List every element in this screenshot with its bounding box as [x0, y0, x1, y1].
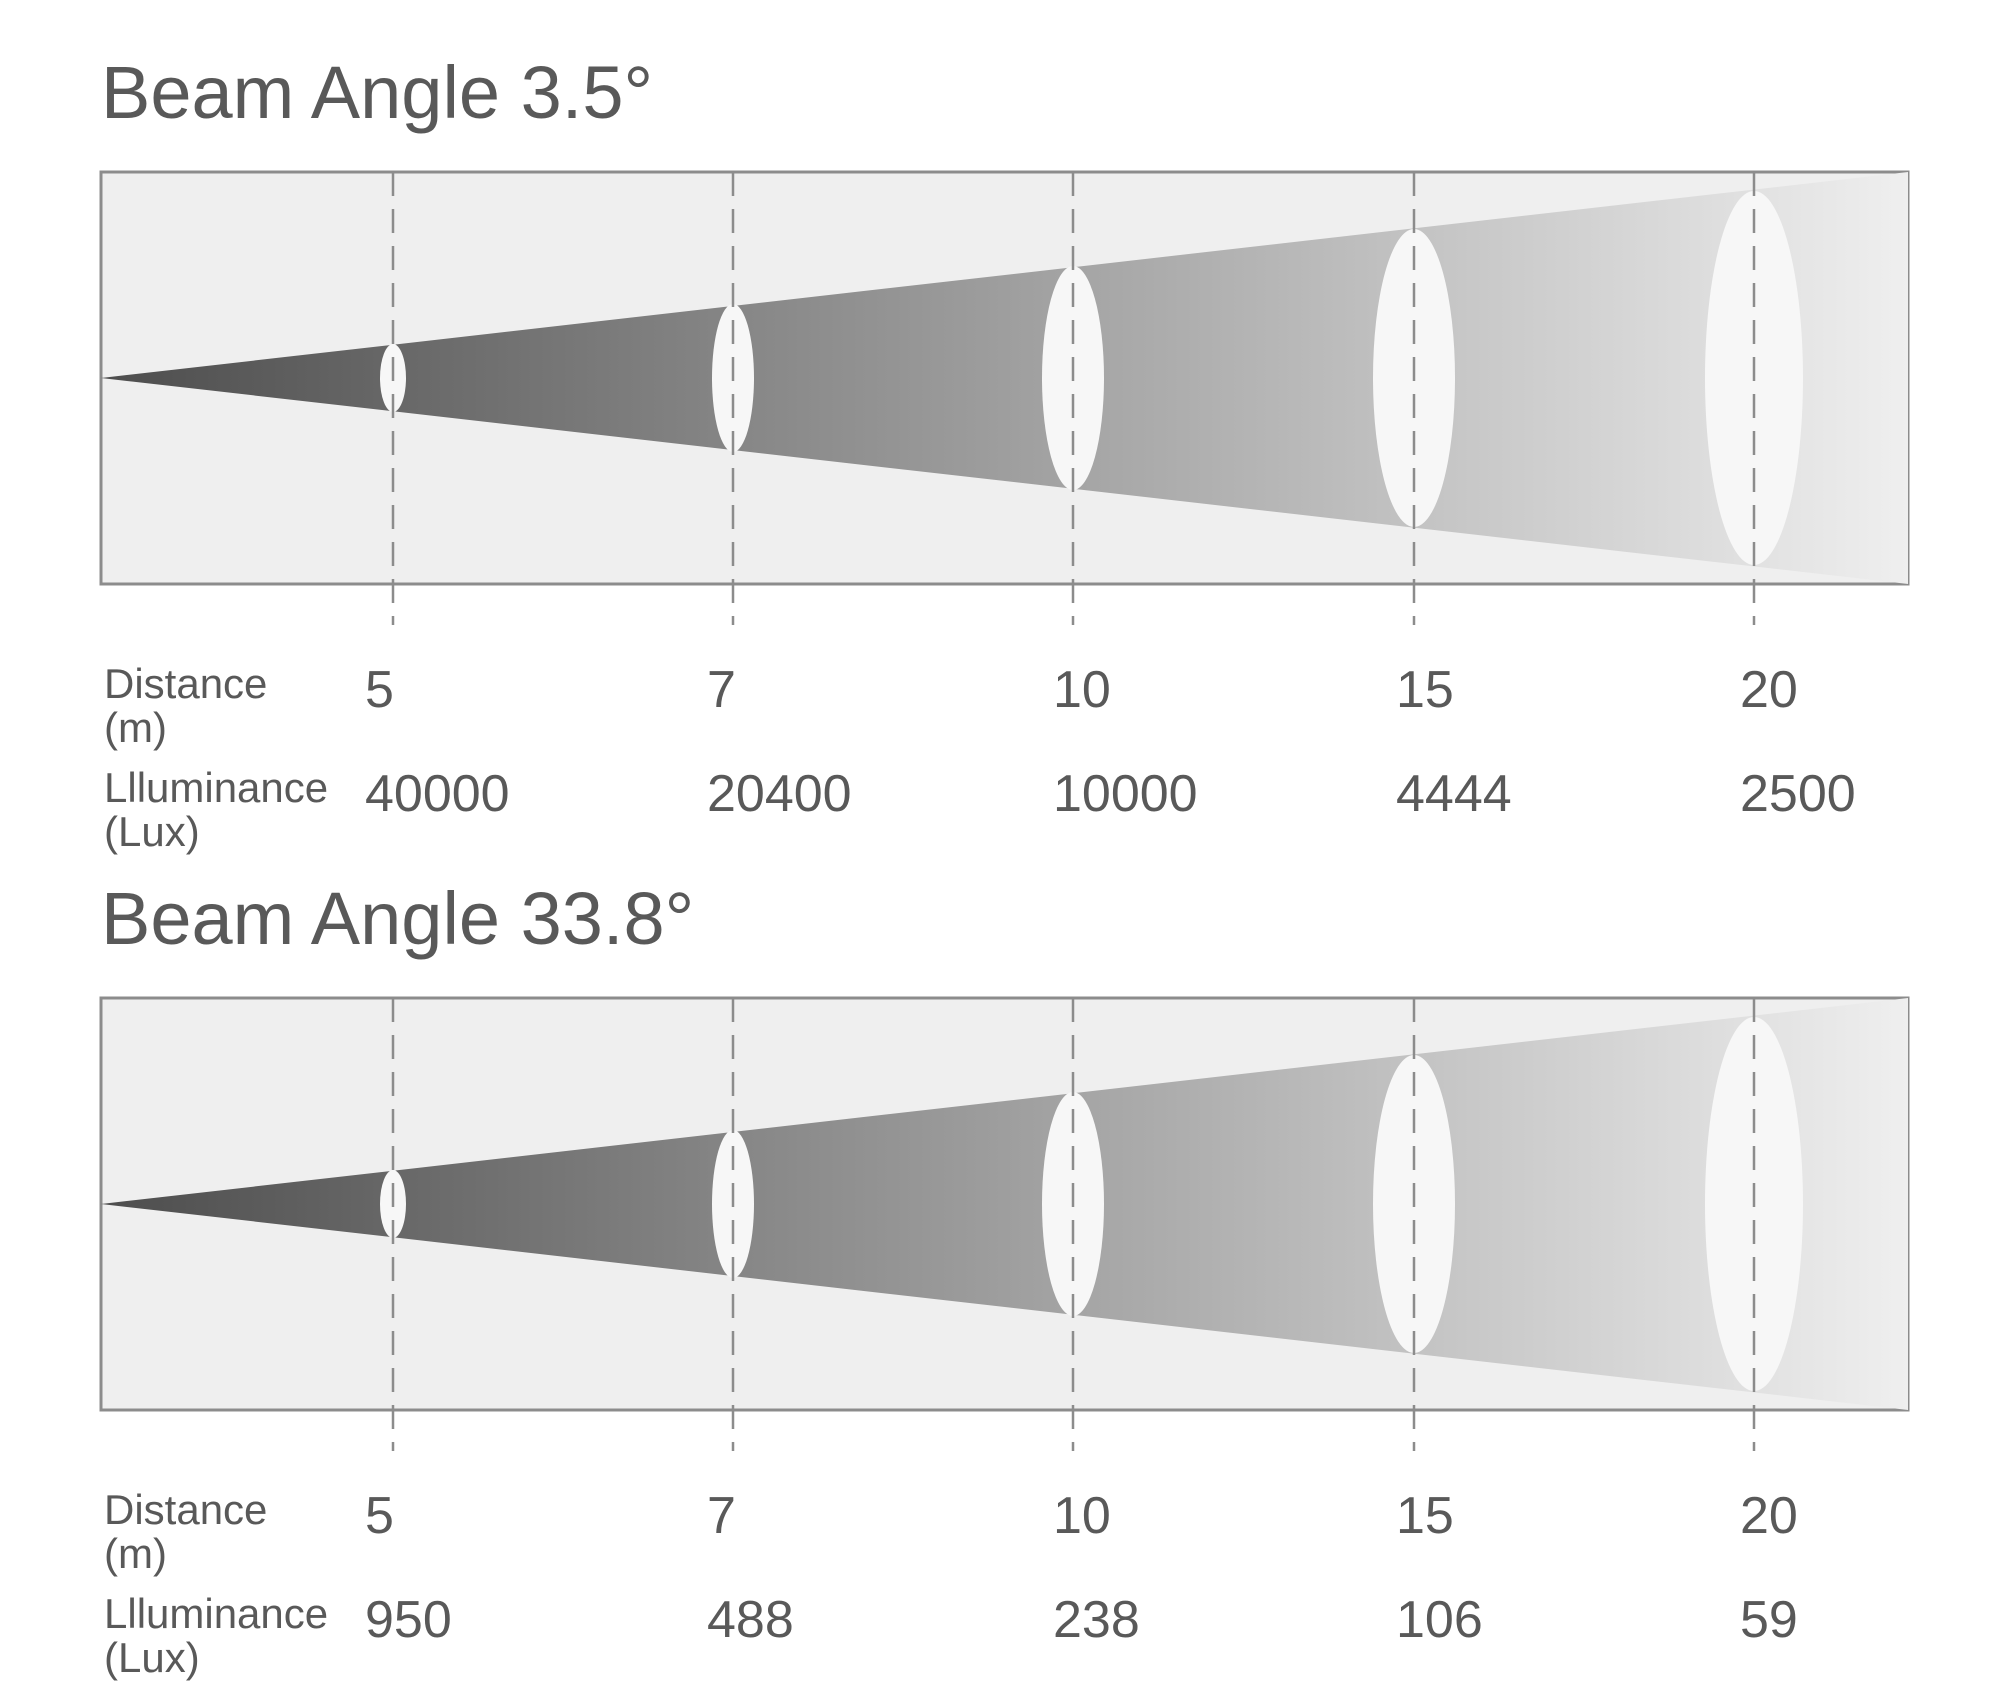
section-title: Beam Angle 3.5° [101, 51, 654, 134]
distance-value: 5 [365, 1487, 394, 1545]
beam-diagram [99, 996, 1910, 1451]
illuminance-value: 2500 [1740, 765, 1856, 823]
distance-value: 5 [365, 661, 394, 719]
distance-value: 7 [707, 661, 736, 719]
illuminance-value: 488 [707, 1591, 794, 1649]
beam-cone [101, 998, 1908, 1410]
illuminance-value: 950 [365, 1591, 452, 1649]
illuminance-value: 4444 [1396, 765, 1512, 823]
illuminance-value: 10000 [1053, 765, 1198, 823]
distance-value: 10 [1053, 1487, 1111, 1545]
illuminance-row-label: Llluminance (Lux) [104, 764, 329, 855]
distance-value: 15 [1396, 1487, 1454, 1545]
distance-value: 15 [1396, 661, 1454, 719]
distance-value: 20 [1740, 661, 1798, 719]
section-title: Beam Angle 33.8° [101, 877, 695, 960]
illuminance-value: 20400 [707, 765, 852, 823]
illuminance-value: 40000 [365, 765, 510, 823]
beam-cone [101, 172, 1908, 584]
illuminance-row-label: Llluminance (Lux) [104, 1590, 329, 1681]
distance-row-label: Distance (m) [104, 660, 268, 751]
illuminance-value: 106 [1396, 1591, 1483, 1649]
illuminance-value: 59 [1740, 1591, 1798, 1649]
illuminance-value: 238 [1053, 1591, 1140, 1649]
distance-value: 10 [1053, 661, 1111, 719]
distance-guides [391, 172, 1756, 625]
distance-guides [391, 998, 1756, 1451]
distance-value: 20 [1740, 1487, 1798, 1545]
distance-row-label: Distance (m) [104, 1486, 268, 1577]
distance-value: 7 [707, 1487, 736, 1545]
beam-diagram [99, 170, 1910, 625]
